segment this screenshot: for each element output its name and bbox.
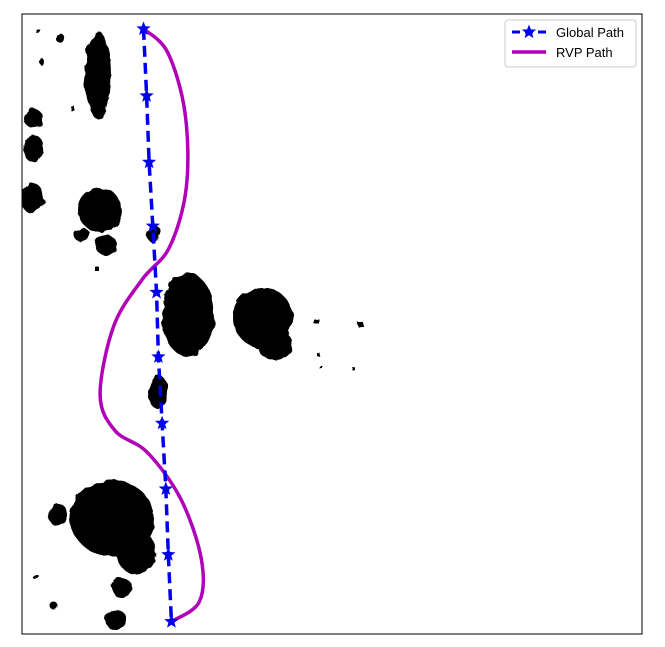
obstacle (22, 183, 44, 213)
global-path-waypoint-star (139, 88, 154, 102)
global-path-waypoint-star (149, 284, 164, 299)
obstacle (50, 602, 58, 610)
obstacle (74, 228, 90, 242)
global-path-line (141, 28, 174, 622)
obstacle (313, 318, 318, 323)
legend-label-global-path: Global Path (556, 25, 624, 40)
obstacle (95, 235, 117, 255)
obstacle (33, 574, 39, 580)
global-path-waypoint-star (141, 154, 157, 169)
obstacle (78, 188, 122, 232)
obstacle (352, 367, 355, 370)
obstacle (23, 109, 43, 127)
legend-star-marker (521, 24, 537, 39)
obstacle (37, 30, 41, 34)
obstacle (257, 330, 293, 360)
global-path-waypoint-star (158, 481, 173, 495)
obstacle (95, 267, 99, 271)
global-path-waypoint-star (154, 415, 170, 430)
obstacle (105, 610, 127, 630)
obstacle (320, 366, 323, 369)
global-path-waypoint-star (151, 349, 166, 363)
obstacle (148, 375, 168, 409)
global-path-waypoint-star (161, 547, 176, 561)
obstacle (116, 530, 156, 574)
global-path-waypoint-star (145, 218, 160, 233)
legend-box (504, 19, 637, 68)
obstacle (39, 59, 45, 65)
obstacle (316, 352, 319, 355)
global-path-waypoint-star (164, 614, 179, 628)
axes-frame (21, 13, 643, 635)
legend-label-rvp-path: RVP Path (556, 45, 613, 60)
obstacle (70, 106, 74, 110)
legend-global-star-icon (521, 24, 537, 39)
obstacle (162, 273, 214, 357)
obstacle (49, 503, 67, 527)
global-path-waypoint-star (136, 21, 151, 35)
global-path-series (136, 21, 179, 628)
obstacle (56, 33, 64, 43)
obstacle (85, 31, 111, 119)
obstacle (112, 578, 132, 598)
rvp-path-line (98, 27, 206, 624)
legend: Global Path RVP Path (504, 19, 637, 68)
rvp-path-series (98, 27, 206, 624)
obstacle (23, 134, 43, 162)
obstacle-map (22, 30, 363, 630)
obstacle (357, 322, 363, 326)
